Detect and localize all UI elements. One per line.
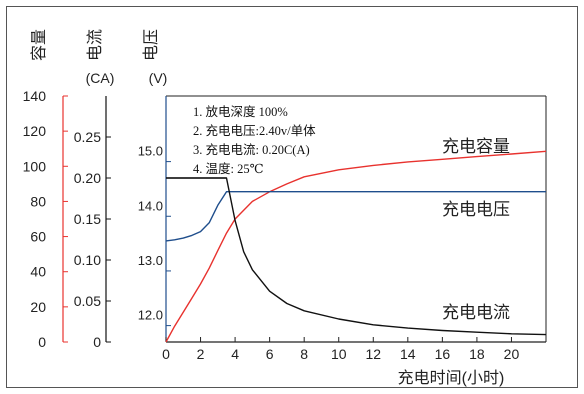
capacity-axis-title: 容量 [30,29,48,61]
x-tick-label: 2 [197,346,205,362]
capacity-tick-label: 20 [30,299,46,315]
x-tick-label: 14 [400,346,416,362]
x-tick-label: 10 [331,346,347,362]
series-label-current: 充电电流 [442,303,510,322]
series-line-capacity [165,150,547,343]
note-item: 2. 充电电压:2.40v/单体 [193,123,316,138]
x-tick-label: 16 [435,346,451,362]
voltage-tick-label: 15.0 [138,144,163,159]
capacity-tick-label: 120 [23,123,47,139]
series-label-voltage: 充电电压 [442,200,510,219]
voltage-axis-unit: (V) [149,70,168,86]
current-tick-label: 0 [93,334,101,350]
capacity-tick-label: 0 [38,334,46,350]
current-tick-label: 0.10 [74,252,101,268]
x-axis-title: 充电时间(小时) [398,369,505,387]
x-tick-label: 0 [162,346,170,362]
capacity-tick-label: 40 [30,264,46,280]
current-tick-label: 0.20 [74,170,101,186]
series-line-voltage [165,191,546,242]
x-tick-label: 6 [266,346,274,362]
current-tick-label: 0.25 [74,129,101,145]
x-tick-label: 8 [300,346,308,362]
capacity-tick-label: 100 [23,158,47,174]
note-item: 4. 温度: 25℃ [193,161,264,176]
current-tick-label: 0.15 [74,211,101,227]
x-tick-label: 4 [231,346,239,362]
voltage-tick-label: 13.0 [138,253,163,268]
x-tick-label: 12 [365,346,381,362]
capacity-tick-label: 60 [30,229,46,245]
current-axis-unit: (CA) [86,70,115,86]
series-line-current [166,177,547,336]
voltage-tick-label: 14.0 [138,198,163,213]
capacity-tick-label: 140 [23,88,47,104]
voltage-axis-title: 电压 [142,29,160,61]
x-tick-label: 18 [469,346,485,362]
series-label-capacity: 充电容量 [442,137,510,156]
note-item: 1. 放电深度 100% [193,104,288,119]
current-axis-title: 电流 [86,29,104,61]
x-tick-label: 20 [504,346,520,362]
voltage-tick-label: 12.0 [138,308,163,323]
current-tick-label: 0.05 [74,293,101,309]
capacity-tick-label: 80 [30,193,46,209]
note-item: 3. 充电电流: 0.20C(A) [193,142,310,157]
outer-border [6,6,578,388]
